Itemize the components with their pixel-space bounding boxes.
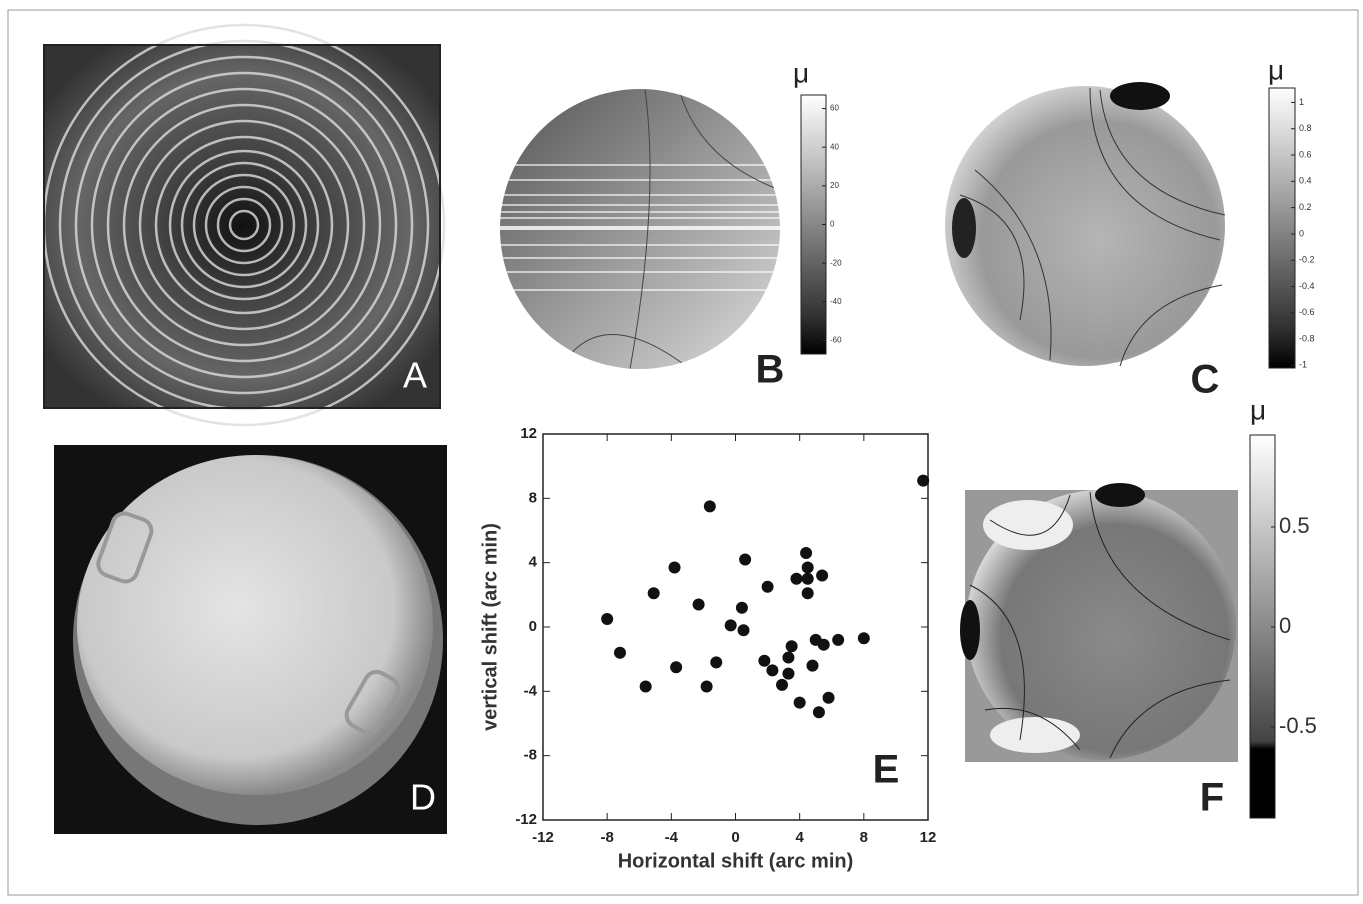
panel-label: F	[1200, 776, 1224, 820]
y-tick-label: 8	[529, 489, 537, 506]
colorbar-tick-label: -0.6	[1299, 307, 1315, 317]
data-point	[807, 660, 819, 672]
x-tick-label: 4	[795, 829, 804, 846]
data-point	[614, 647, 626, 659]
data-point	[782, 668, 794, 680]
data-point	[766, 664, 778, 676]
colorbar-tick-label: -1	[1299, 360, 1307, 370]
data-point	[858, 632, 870, 644]
data-point	[800, 547, 812, 559]
colorbar-tick-label: 0	[1279, 613, 1291, 638]
y-tick-label: -12	[515, 811, 537, 828]
data-point	[693, 598, 705, 610]
x-tick-label: -12	[532, 829, 554, 846]
data-point	[739, 553, 751, 565]
data-point	[669, 561, 681, 573]
contour-map-f	[960, 483, 1238, 762]
colorbar-title: μ	[793, 57, 809, 88]
data-point	[710, 656, 722, 668]
data-point	[818, 639, 830, 651]
colorbar-tick-label: 1	[1299, 97, 1304, 107]
data-point	[782, 652, 794, 664]
colorbar-tick-label: -0.8	[1299, 333, 1315, 343]
data-point	[640, 681, 652, 693]
colorbar-tick-label: 0.6	[1299, 149, 1312, 159]
data-point	[670, 661, 682, 673]
colorbar-tick-label: 0.4	[1299, 176, 1312, 186]
data-point	[802, 573, 814, 585]
y-axis-label: vertical shift (arc min)	[479, 523, 501, 731]
x-tick-label: -4	[665, 829, 679, 846]
colorbar-tick-label: -0.4	[1299, 281, 1315, 291]
data-point	[762, 581, 774, 593]
panel-label: E	[873, 748, 900, 792]
data-point	[816, 570, 828, 582]
x-tick-label: 12	[920, 829, 937, 846]
colorbar	[1269, 88, 1295, 368]
contour-map-c	[945, 82, 1225, 366]
data-point	[802, 587, 814, 599]
data-point	[725, 619, 737, 631]
data-point	[704, 500, 716, 512]
x-tick-label: 0	[731, 829, 739, 846]
data-point	[790, 573, 802, 585]
data-point	[917, 475, 929, 487]
data-point	[601, 613, 613, 625]
panel-label: D	[410, 777, 436, 818]
y-tick-label: 12	[520, 425, 537, 442]
data-point	[776, 679, 788, 691]
x-axis-label: Horizontal shift (arc min)	[618, 850, 854, 872]
data-point	[794, 697, 806, 709]
data-point	[758, 655, 770, 667]
figure: A D	[0, 0, 1363, 899]
data-point	[736, 602, 748, 614]
panel-d: D	[54, 445, 447, 834]
data-point	[832, 634, 844, 646]
colorbar-tick-label: 40	[830, 142, 839, 151]
colorbar-tick-label: 0	[830, 220, 835, 229]
data-point	[786, 640, 798, 652]
y-tick-label: 0	[529, 618, 537, 635]
colorbar-tick-label: 0.5	[1279, 513, 1310, 538]
contour-map-b	[500, 89, 780, 369]
y-tick-label: -8	[524, 747, 537, 764]
panel-label: C	[1191, 358, 1220, 402]
colorbar-tick-label: 20	[830, 181, 839, 190]
colorbar-tick-label: -60	[830, 336, 842, 345]
colorbar-title: μ	[1250, 394, 1266, 425]
colorbar-tick-label: -40	[830, 297, 842, 306]
data-point	[813, 706, 825, 718]
colorbar-tick-label: 0.8	[1299, 123, 1312, 133]
colorbar-tick-label: -0.5	[1279, 713, 1317, 738]
colorbar-tick-label: -20	[830, 258, 842, 267]
data-point	[648, 587, 660, 599]
colorbar-tick-label: 0	[1299, 228, 1304, 238]
data-point	[823, 692, 835, 704]
data-point	[738, 624, 750, 636]
y-tick-label: 4	[529, 554, 538, 571]
panel-a: A	[44, 25, 444, 425]
x-tick-label: 8	[860, 829, 868, 846]
data-point	[802, 561, 814, 573]
x-tick-label: -8	[600, 829, 613, 846]
colorbar-tick-label: 0.2	[1299, 202, 1312, 212]
colorbar-tick-label: -0.2	[1299, 255, 1315, 265]
colorbar-title: μ	[1268, 54, 1284, 85]
colorbar-tick-label: 60	[830, 104, 839, 113]
panel-label: A	[403, 355, 427, 396]
panel-label: B	[756, 348, 785, 392]
y-tick-label: -4	[524, 682, 538, 699]
data-point	[701, 681, 713, 693]
